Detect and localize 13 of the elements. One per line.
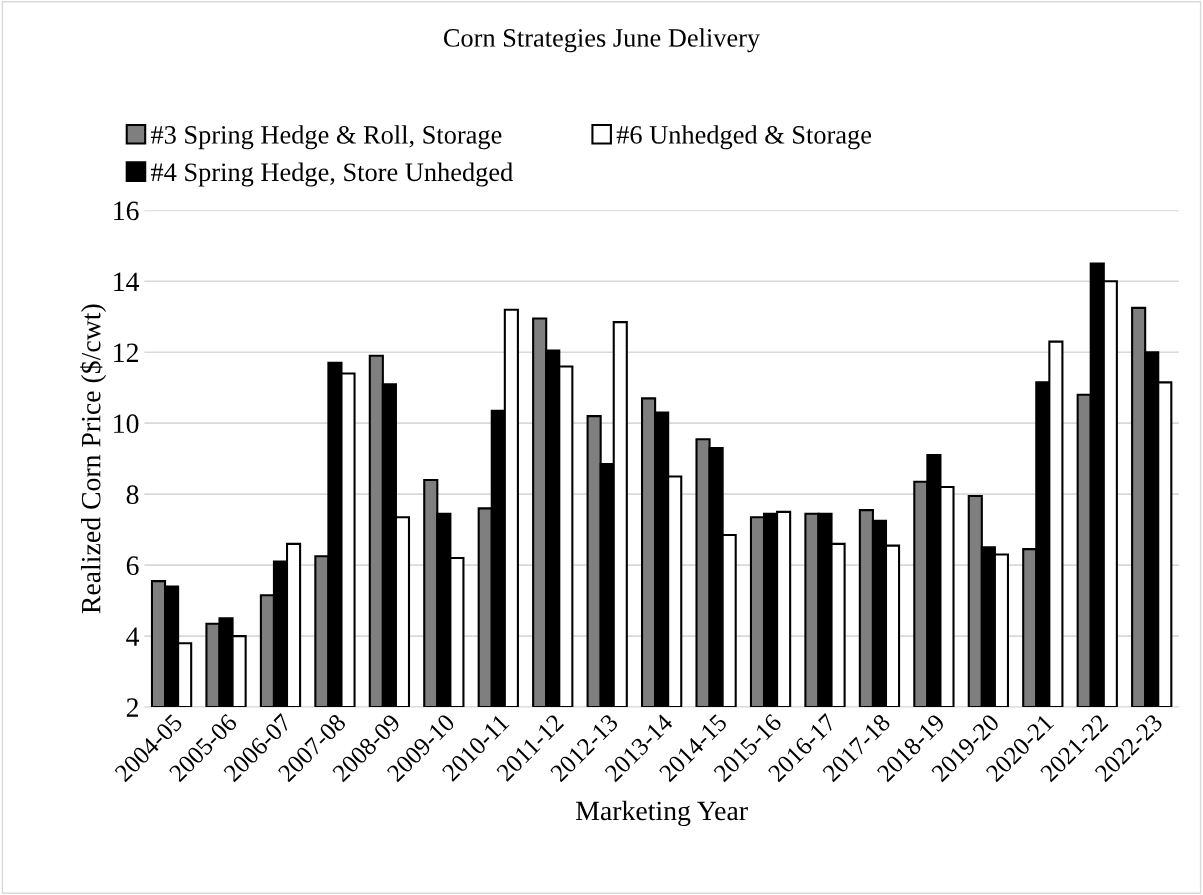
y-tick-label: 12 [114, 343, 138, 362]
y-tick-label: 14 [114, 272, 140, 291]
y-tick-label: 4 [126, 627, 140, 646]
y-tick-label: 8 [126, 485, 139, 505]
y-tick-label: 6 [126, 556, 139, 576]
legend-label: #3 Spring Hedge & Roll, Storage [150, 125, 502, 150]
y-tick-label: 10 [114, 414, 139, 434]
legend-label: #6 Unhedged & Storage [616, 125, 872, 150]
y-tick-label: 16 [114, 201, 139, 221]
legend-label: #4 Spring Hedge, Store Unhedged [150, 162, 513, 187]
x-axis-title: Marketing Year [576, 800, 748, 827]
y-axis-title: Realized Corn Price ($/cwt) [80, 304, 107, 614]
chart-title: Corn Strategies June Delivery [443, 28, 761, 53]
